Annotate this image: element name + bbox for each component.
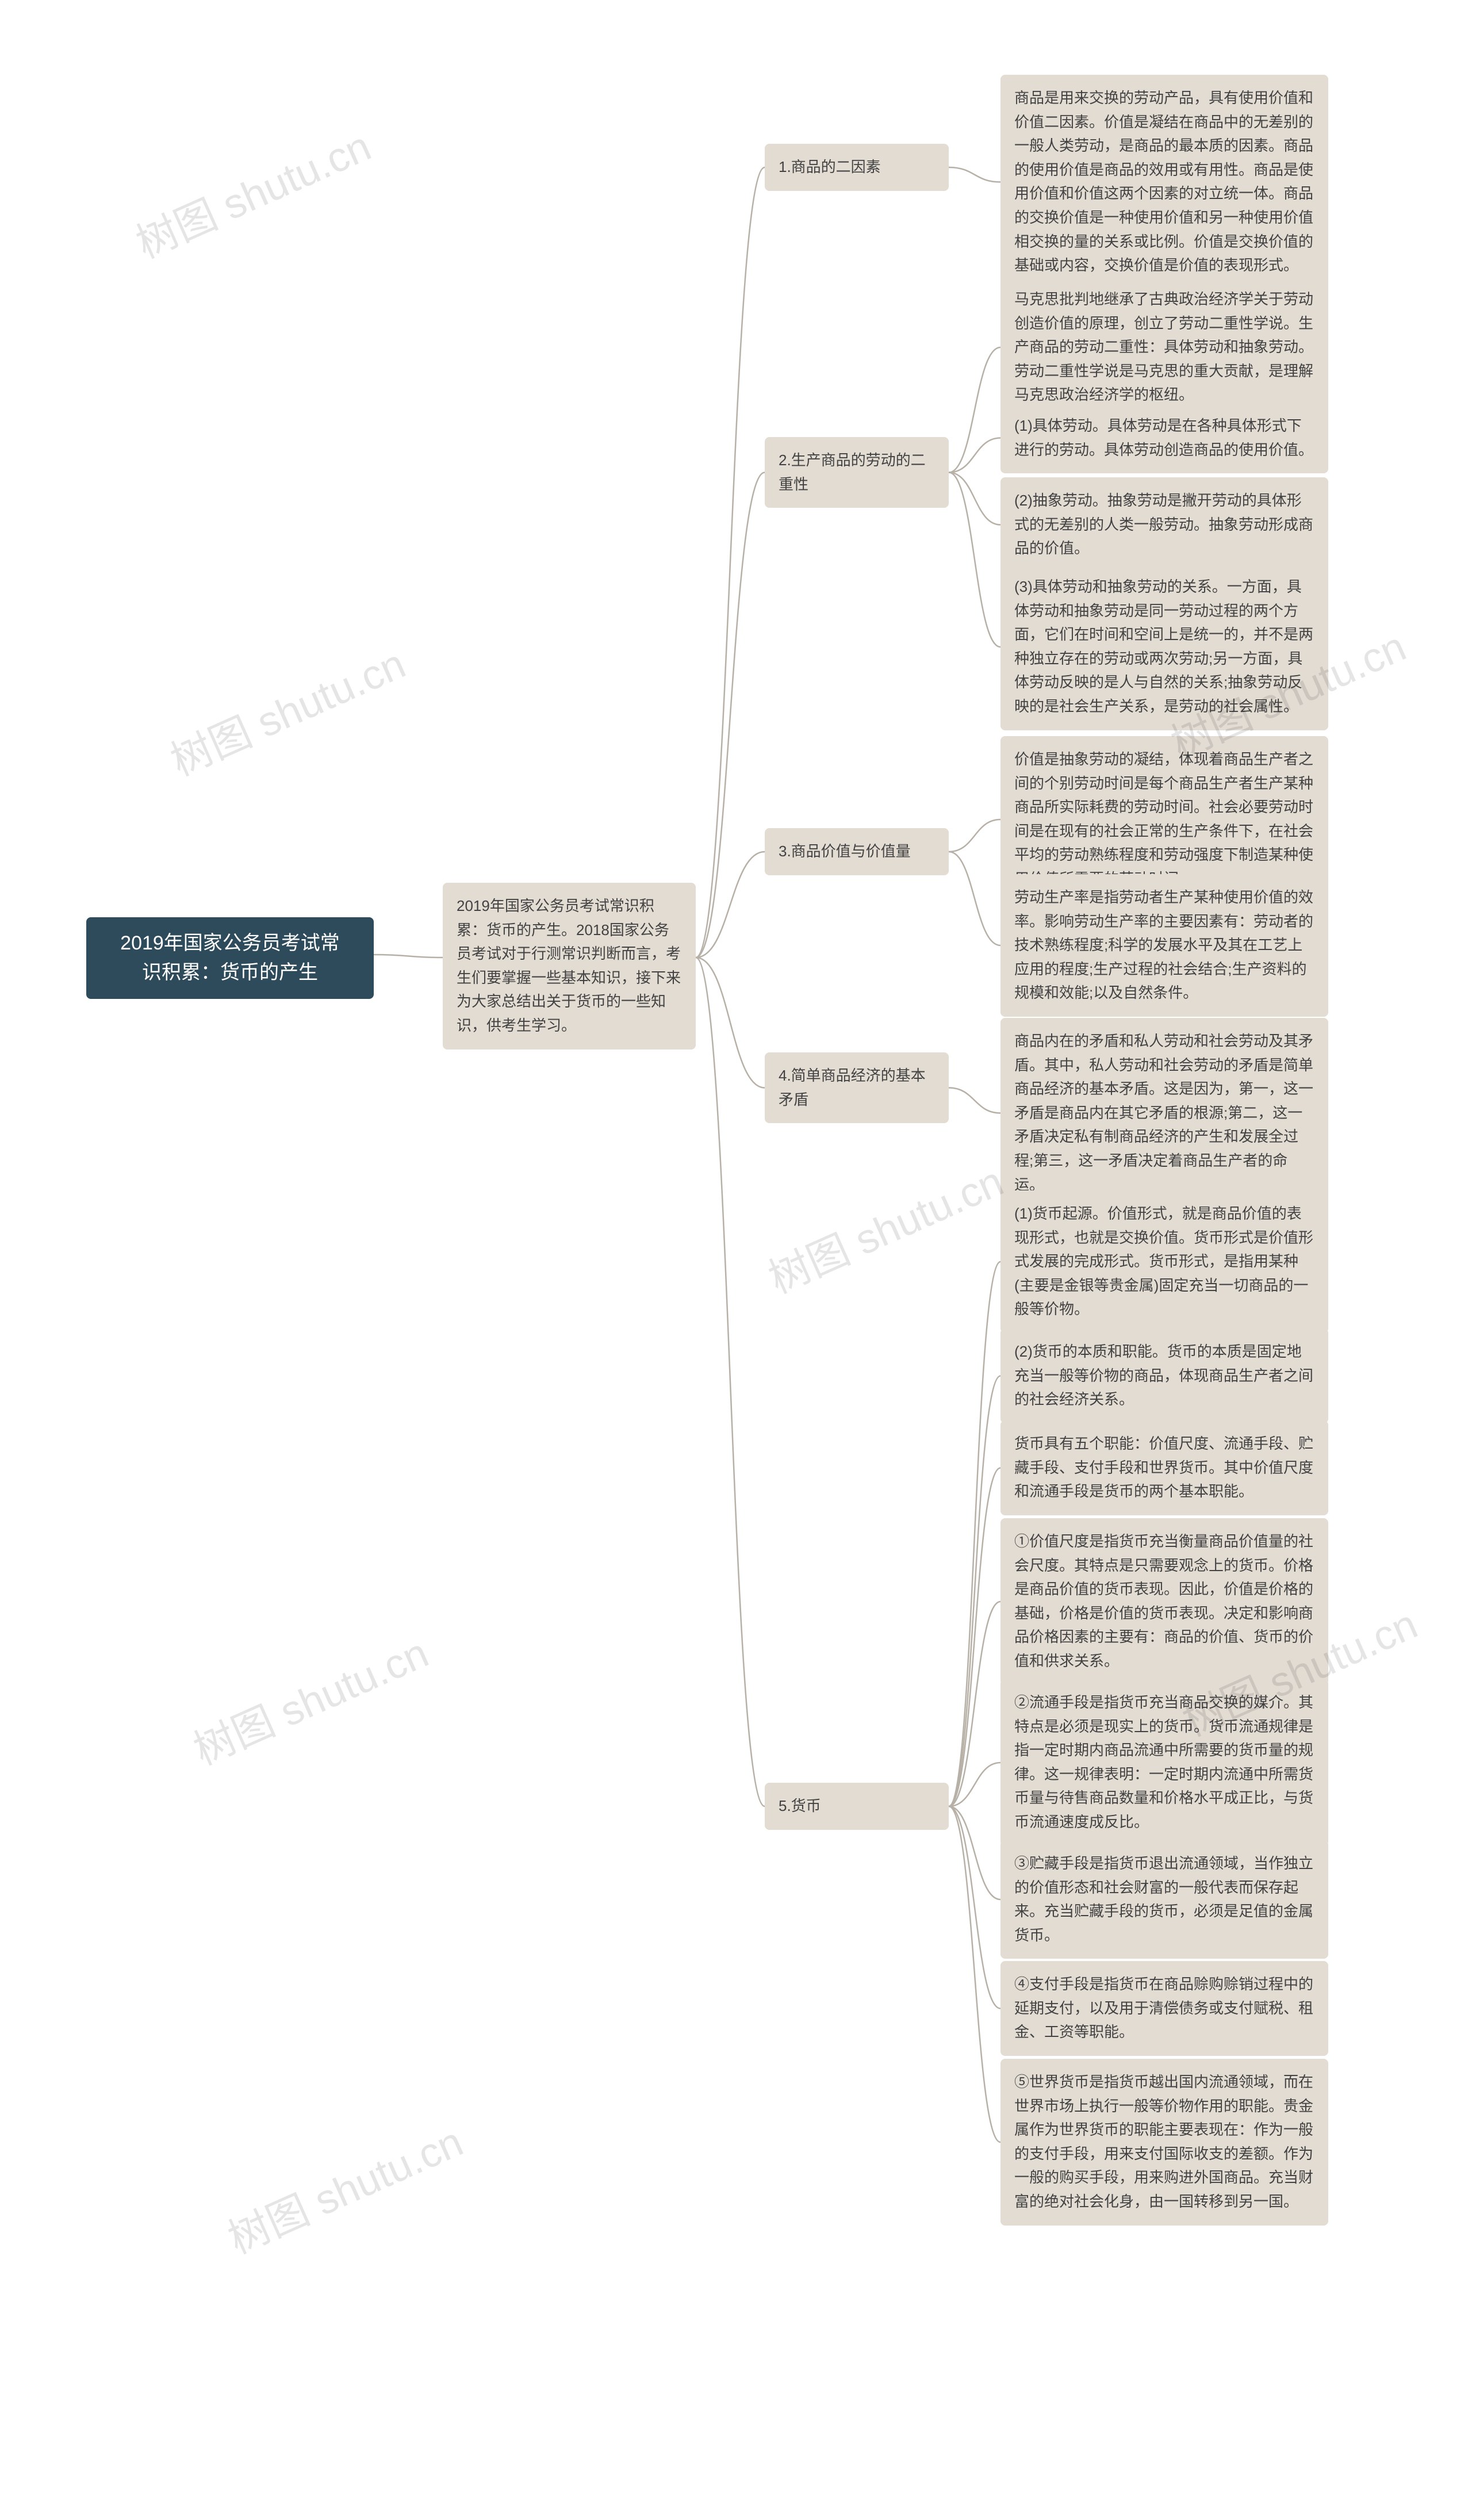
- leaf-node-1-1: 商品是用来交换的劳动产品，具有使用价值和价值二因素。价值是凝结在商品中的无差别的…: [1000, 75, 1328, 289]
- section-node-1: 1.商品的二因素: [765, 144, 949, 191]
- root-title-line1: 2019年国家公务员考试常: [120, 932, 340, 954]
- section-node-2: 2.生产商品的劳动的二重性: [765, 437, 949, 508]
- leaf-node-2-3: (2)抽象劳动。抽象劳动是撇开劳动的具体形式的无差别的人类一般劳动。抽象劳动形成…: [1000, 477, 1328, 572]
- watermark-1: 树图 shutu.cn: [125, 113, 379, 270]
- watermark-5: 树图 shutu.cn: [183, 1619, 436, 1776]
- leaf-node-5-4: ①价值尺度是指货币充当衡量商品价值量的社会尺度。其特点是只需要观念上的货币。价格…: [1000, 1518, 1328, 1685]
- section-node-4: 4.简单商品经济的基本矛盾: [765, 1052, 949, 1123]
- leaf-node-4-1: 商品内在的矛盾和私人劳动和社会劳动及其矛盾。其中，私人劳动和社会劳动的矛盾是简单…: [1000, 1018, 1328, 1208]
- leaf-node-5-6: ③贮藏手段是指货币退出流通领域，当作独立的价值形态和社会财富的一般代表而保存起来…: [1000, 1840, 1328, 1959]
- leaf-node-5-2: (2)货币的本质和职能。货币的本质是固定地充当一般等价物的商品，体现商品生产者之…: [1000, 1328, 1328, 1423]
- leaf-node-2-2: (1)具体劳动。具体劳动是在各种具体形式下进行的劳动。具体劳动创造商品的使用价值…: [1000, 403, 1328, 473]
- leaf-node-2-4: (3)具体劳动和抽象劳动的关系。一方面，具体劳动和抽象劳动是同一劳动过程的两个方…: [1000, 564, 1328, 730]
- intro-node: 2019年国家公务员考试常识积累：货币的产生。2018国家公务员考试对于行测常识…: [443, 883, 696, 1050]
- root-node: 2019年国家公务员考试常识积累：货币的产生: [86, 917, 374, 999]
- leaf-node-5-7: ④支付手段是指货币在商品赊购赊销过程中的延期支付，以及用于清偿债务或支付赋税、租…: [1000, 1961, 1328, 2056]
- leaf-node-5-5: ②流通手段是指货币充当商品交换的媒介。其特点是必须是现实上的货币。货币流通规律是…: [1000, 1679, 1328, 1846]
- watermark-2: 树图 shutu.cn: [160, 630, 413, 787]
- leaf-node-3-2: 劳动生产率是指劳动者生产某种使用价值的效率。影响劳动生产率的主要因素有：劳动者的…: [1000, 874, 1328, 1017]
- leaf-node-5-8: ⑤世界货币是指货币越出国内流通领域，而在世界市场上执行一般等价物作用的职能。贵金…: [1000, 2059, 1328, 2226]
- leaf-node-2-1: 马克思批判地继承了古典政治经济学关于劳动创造价值的原理，创立了劳动二重性学说。生…: [1000, 276, 1328, 419]
- watermark-4: 树图 shutu.cn: [758, 1148, 1011, 1305]
- root-title-line2: 识积累：货币的产生: [142, 962, 318, 983]
- section-node-3: 3.商品价值与价值量: [765, 828, 949, 875]
- watermark-7: 树图 shutu.cn: [217, 2108, 471, 2265]
- leaf-node-5-1: (1)货币起源。价值形式，就是商品价值的表现形式，也就是交换价值。货币形式是价值…: [1000, 1190, 1328, 1333]
- leaf-node-5-3: 货币具有五个职能：价值尺度、流通手段、贮藏手段、支付手段和世界货币。其中价值尺度…: [1000, 1420, 1328, 1515]
- section-node-5: 5.货币: [765, 1783, 949, 1830]
